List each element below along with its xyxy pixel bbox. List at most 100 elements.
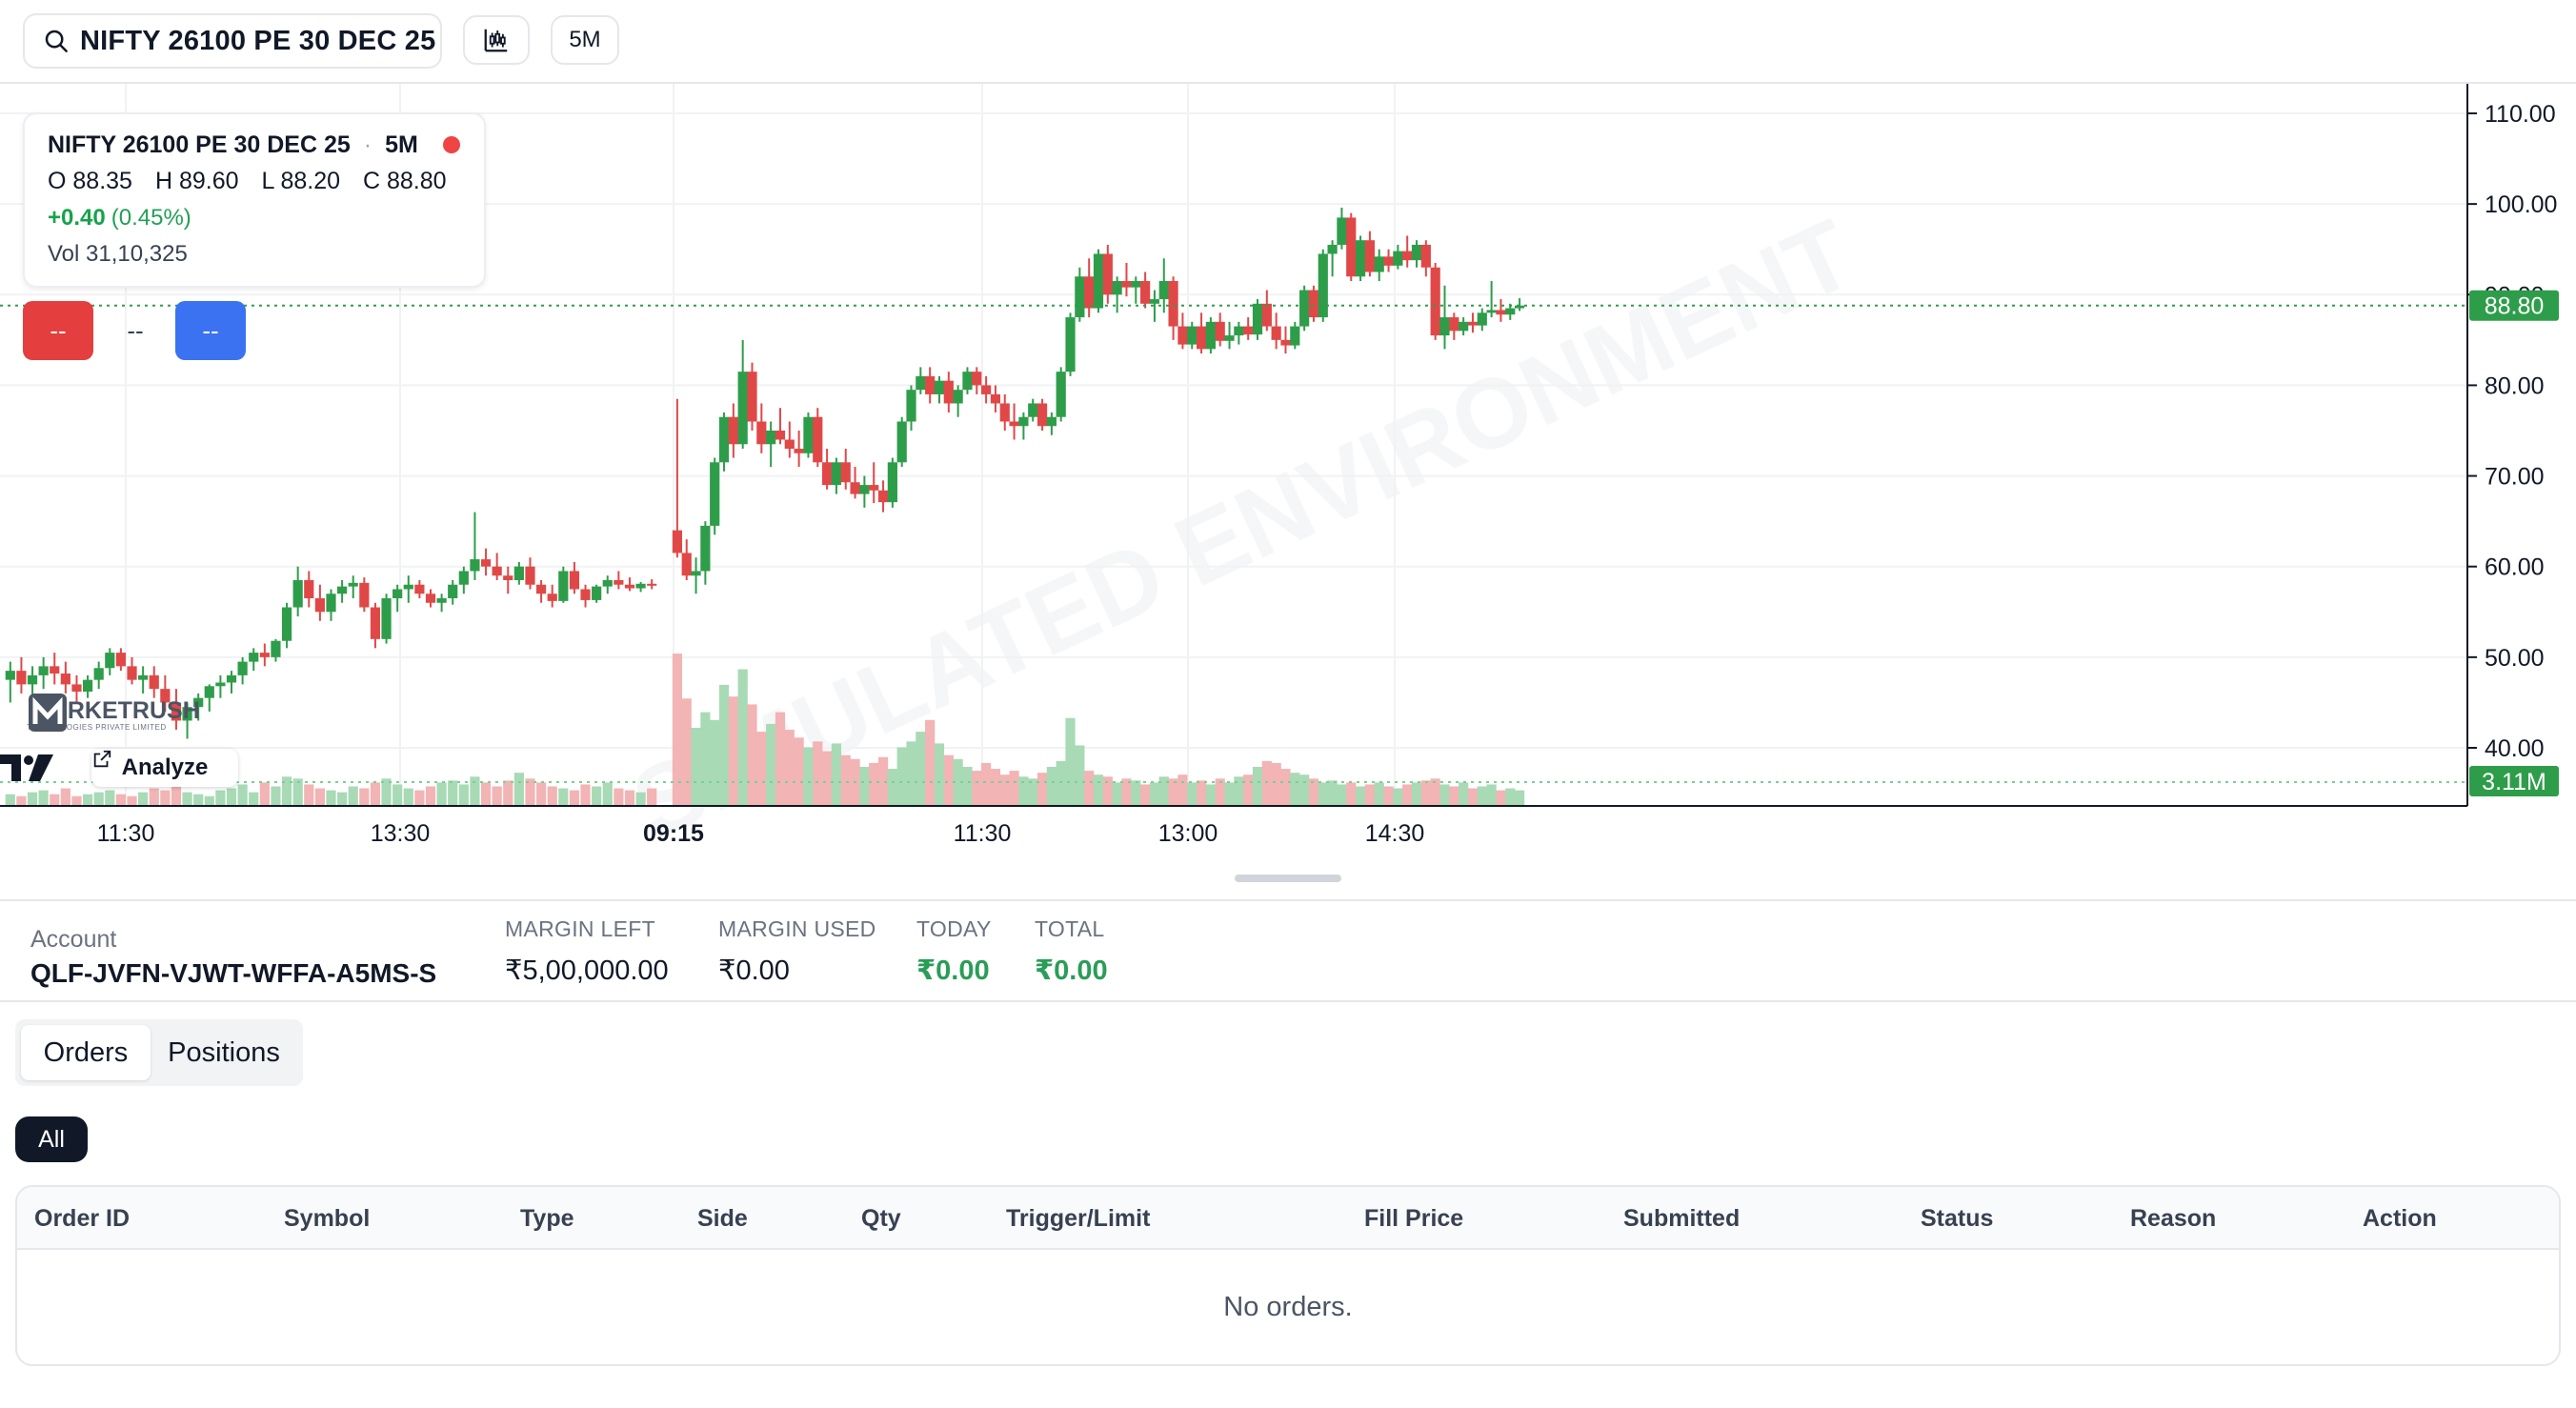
candle-body[interactable] — [850, 482, 860, 494]
candle-body[interactable] — [691, 571, 701, 576]
candle-body[interactable] — [403, 584, 413, 590]
candle-body[interactable] — [348, 582, 358, 587]
candle-body[interactable] — [115, 653, 127, 667]
candle-body[interactable] — [1140, 281, 1151, 304]
candle-body[interactable] — [547, 593, 557, 601]
candle-body[interactable] — [981, 385, 992, 394]
candle-body[interactable] — [710, 462, 720, 526]
candle-body[interactable] — [458, 571, 469, 585]
candle-body[interactable] — [962, 372, 973, 391]
candle-body[interactable] — [304, 579, 314, 599]
candle-body[interactable] — [27, 674, 38, 685]
candle-body[interactable] — [359, 582, 370, 608]
candle-body[interactable] — [1131, 281, 1141, 288]
candle-body[interactable] — [877, 490, 889, 503]
candle-body[interactable] — [999, 403, 1010, 422]
candle-body[interactable] — [204, 686, 214, 698]
candle-body[interactable] — [1327, 244, 1338, 254]
candle-body[interactable] — [1496, 310, 1506, 315]
candle-body[interactable] — [1065, 317, 1076, 372]
candle-body[interactable] — [1337, 217, 1347, 245]
candle-body[interactable] — [614, 579, 624, 585]
candle-body[interactable] — [580, 589, 591, 600]
candle-body[interactable] — [5, 671, 15, 680]
candle-body[interactable] — [1056, 372, 1066, 417]
candle-body[interactable] — [237, 661, 248, 675]
candle-body[interactable] — [784, 439, 795, 450]
candle-body[interactable] — [1393, 251, 1403, 266]
candle-body[interactable] — [775, 431, 786, 440]
price-chart[interactable]: SIMULATED ENVIRONMENT110.00100.0090.0080… — [0, 84, 2576, 863]
candle-body[interactable] — [470, 559, 480, 572]
candle-body[interactable] — [1215, 321, 1225, 341]
candle-body[interactable] — [869, 485, 879, 491]
candle-body[interactable] — [813, 416, 823, 463]
candle-body[interactable] — [1374, 256, 1384, 272]
candle-body[interactable] — [1290, 326, 1300, 346]
candle-body[interactable] — [535, 584, 547, 594]
candle-body[interactable] — [831, 462, 842, 486]
candle-body[interactable] — [138, 674, 149, 680]
analyze-button[interactable]: Analyze — [91, 749, 238, 787]
candle-body[interactable] — [943, 380, 954, 404]
candle-body[interactable] — [414, 584, 425, 594]
candle-body[interactable] — [728, 416, 738, 445]
candle-body[interactable] — [1234, 326, 1244, 336]
panel-resize-handle[interactable] — [1235, 875, 1341, 882]
candle-body[interactable] — [326, 593, 336, 613]
candle-body[interactable] — [448, 584, 458, 599]
candle-body[interactable] — [436, 598, 447, 603]
candle-body[interactable] — [1346, 217, 1357, 277]
candle-body[interactable] — [193, 697, 204, 708]
candle-body[interactable] — [1177, 326, 1188, 345]
candle-body[interactable] — [1093, 253, 1104, 309]
candle-body[interactable] — [840, 462, 851, 483]
candle-body[interactable] — [71, 684, 82, 693]
candle-body[interactable] — [1243, 326, 1254, 335]
candle-body[interactable] — [756, 421, 767, 445]
candle-body[interactable] — [672, 530, 683, 553]
candle-body[interactable] — [1364, 240, 1376, 272]
candle-body[interactable] — [1196, 326, 1207, 350]
candle-body[interactable] — [1121, 281, 1132, 288]
candle-body[interactable] — [1467, 321, 1479, 326]
candle-body[interactable] — [1084, 276, 1095, 309]
candle-body[interactable] — [766, 431, 776, 445]
filter-all-chip[interactable]: All — [15, 1116, 88, 1162]
candle-body[interactable] — [50, 666, 60, 674]
tab-positions[interactable]: Positions — [168, 1036, 280, 1068]
candle-body[interactable] — [1430, 267, 1440, 336]
candle-body[interactable] — [1028, 403, 1038, 417]
candle-body[interactable] — [38, 666, 49, 675]
candle-body[interactable] — [1280, 339, 1291, 346]
candle-body[interactable] — [503, 575, 513, 580]
candle-body[interactable] — [1149, 299, 1160, 304]
candle-body[interactable] — [93, 668, 104, 680]
candle-body[interactable] — [1075, 276, 1085, 318]
candle-body[interactable] — [1383, 256, 1394, 266]
candle-body[interactable] — [1018, 416, 1029, 427]
candle-body[interactable] — [916, 375, 926, 391]
candle-body[interactable] — [480, 559, 492, 567]
candle-body[interactable] — [1459, 321, 1469, 332]
candle-body[interactable] — [370, 607, 381, 639]
candle-body[interactable] — [105, 653, 115, 669]
candle-body[interactable] — [492, 566, 502, 576]
candle-body[interactable] — [681, 553, 692, 576]
symbol-search-box[interactable]: NIFTY 26100 PE 30 DEC 25 — [23, 13, 442, 69]
candle-body[interactable] — [887, 462, 897, 503]
candle-body[interactable] — [1102, 253, 1113, 295]
candle-body[interactable] — [1514, 305, 1525, 309]
candle-body[interactable] — [249, 653, 259, 662]
candle-body[interactable] — [700, 525, 711, 572]
candle-body[interactable] — [82, 679, 93, 693]
candle-body[interactable] — [635, 583, 646, 589]
candle-body[interactable] — [647, 583, 657, 586]
candle-body[interactable] — [953, 390, 963, 404]
candle-body[interactable] — [182, 707, 192, 721]
candle-body[interactable] — [337, 586, 348, 594]
candle-body[interactable] — [1308, 290, 1319, 318]
candle-body[interactable] — [1187, 326, 1197, 345]
candle-body[interactable] — [592, 586, 602, 600]
candle-body[interactable] — [972, 372, 982, 386]
